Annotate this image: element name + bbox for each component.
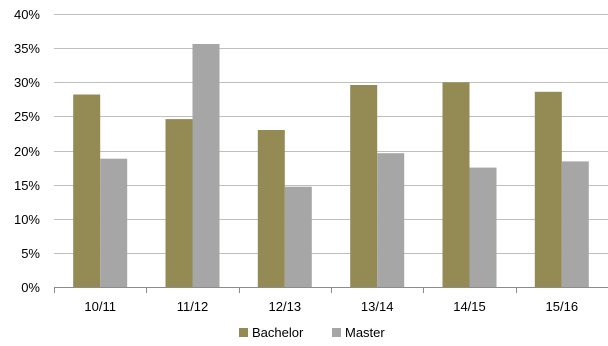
bar-bachelor-13-14 xyxy=(350,85,378,287)
y-tick-label: 5% xyxy=(21,246,40,261)
y-tick-label: 30% xyxy=(14,75,40,90)
bar-master-13-14 xyxy=(377,153,405,287)
legend-label-master: Master xyxy=(345,325,385,340)
bar-master-10-11 xyxy=(100,158,128,287)
bar-bachelor-10-11 xyxy=(73,94,101,287)
legend-label-bachelor: Bachelor xyxy=(252,325,304,340)
x-tick-label: 13/14 xyxy=(361,299,394,314)
axes: 0% 5% 10% 15% 20% 25% 30% 35% 40% 10/11 11/12 12/13… xyxy=(14,7,608,314)
gridlines xyxy=(54,14,608,254)
legend-swatch-master xyxy=(332,328,341,337)
bars xyxy=(73,44,589,288)
legend: Bachelor Master xyxy=(239,325,385,340)
bar-bachelor-11-12 xyxy=(165,119,193,287)
bar-bachelor-14-15 xyxy=(442,82,470,288)
x-tick-label: 15/16 xyxy=(546,299,579,314)
bar-bachelor-15-16 xyxy=(534,91,562,287)
bar-master-11-12 xyxy=(192,44,220,287)
bar-bachelor-12-13 xyxy=(257,130,285,287)
x-tick-label: 10/11 xyxy=(84,299,116,314)
x-tick-label: 14/15 xyxy=(453,299,486,314)
y-tick-label: 35% xyxy=(14,41,40,56)
y-tick-label: 40% xyxy=(14,7,40,22)
x-tick-label: 11/12 xyxy=(177,299,209,314)
y-tick-label: 0% xyxy=(21,280,40,295)
legend-swatch-bachelor xyxy=(239,328,248,337)
bar-master-14-15 xyxy=(469,167,497,287)
bar-master-15-16 xyxy=(561,161,589,287)
y-tick-label: 20% xyxy=(14,144,40,159)
x-tick-label: 12/13 xyxy=(269,299,302,314)
y-tick-label: 25% xyxy=(14,109,40,124)
y-tick-label: 15% xyxy=(14,178,40,193)
bar-master-12-13 xyxy=(284,186,312,287)
y-tick-label: 10% xyxy=(14,212,40,227)
